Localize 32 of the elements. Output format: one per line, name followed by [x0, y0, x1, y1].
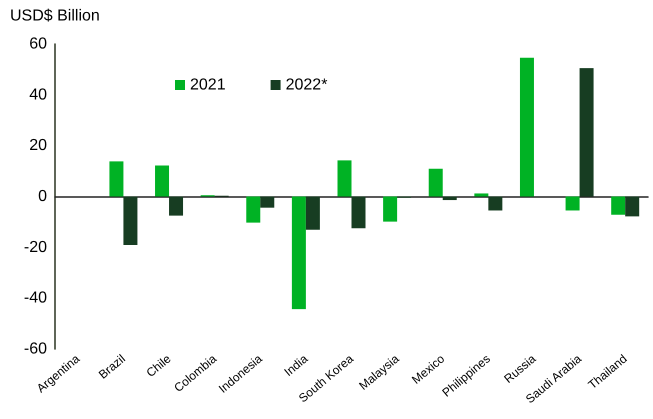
bar — [109, 161, 124, 196]
bar — [246, 196, 260, 223]
bar — [566, 196, 580, 210]
y-tick-label: 40 — [29, 86, 48, 104]
bar — [352, 196, 366, 228]
bar — [292, 196, 306, 310]
bar — [520, 58, 534, 196]
y-tick-label: 0 — [38, 188, 48, 205]
bar — [306, 196, 320, 230]
bar — [123, 196, 138, 246]
bar — [155, 165, 170, 196]
bar — [488, 196, 502, 210]
bar — [428, 168, 443, 196]
legend-label: 2021 — [190, 76, 226, 94]
legend-label: 2022* — [286, 76, 328, 94]
x-tick-label: India — [281, 351, 311, 380]
y-tick-label: -40 — [24, 290, 48, 307]
bar — [338, 160, 352, 196]
y-tick-label: -20 — [24, 238, 48, 256]
bar — [611, 196, 626, 215]
bar — [474, 193, 488, 196]
bar — [580, 68, 594, 196]
bar — [383, 196, 398, 222]
y-axis-title: USD$ Billion — [10, 8, 100, 24]
bar — [625, 196, 640, 216]
y-tick-label: 20 — [29, 137, 48, 154]
x-tick-label: Chile — [144, 351, 174, 380]
bar — [169, 196, 184, 216]
y-tick-label: -60 — [24, 340, 48, 358]
bar — [260, 196, 274, 208]
bar — [442, 196, 457, 200]
y-tick-label: 60 — [29, 36, 48, 52]
